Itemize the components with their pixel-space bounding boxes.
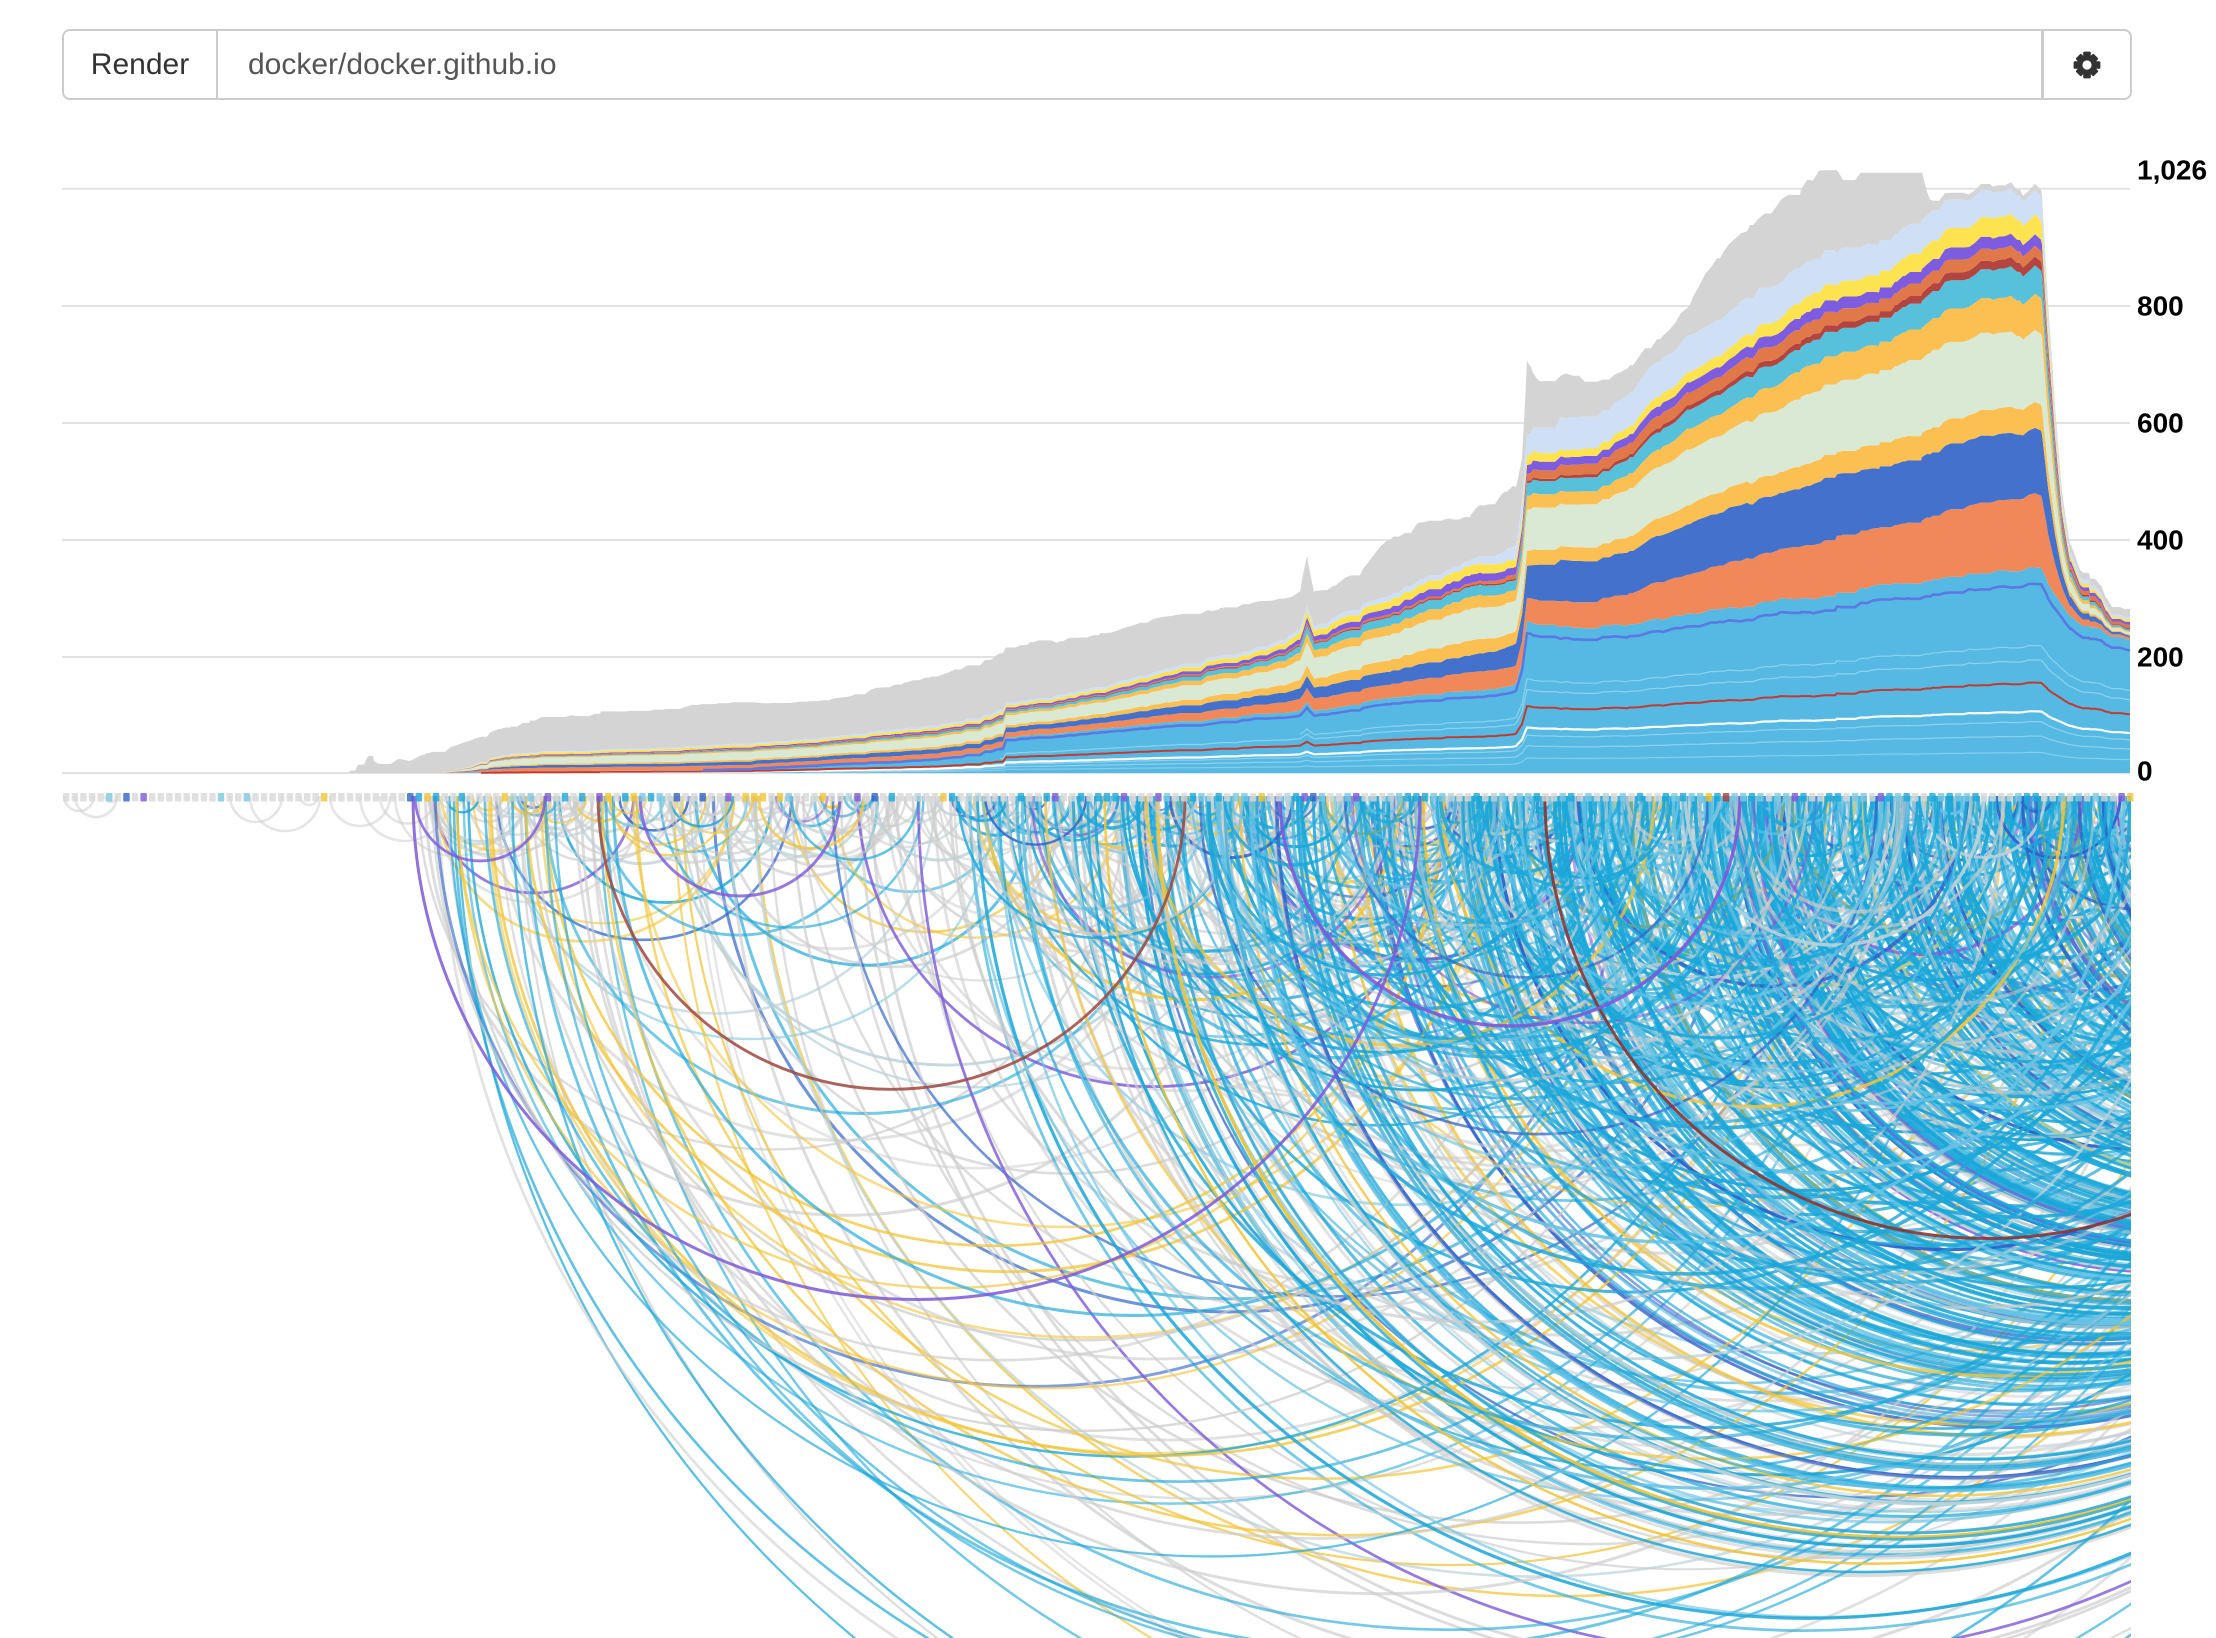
svg-text:400: 400	[2137, 525, 2184, 556]
svg-text:600: 600	[2137, 408, 2184, 439]
svg-text:0: 0	[2137, 756, 2153, 787]
svg-text:800: 800	[2137, 291, 2184, 322]
svg-text:1,026: 1,026	[2137, 155, 2207, 186]
svg-text:200: 200	[2137, 642, 2184, 673]
